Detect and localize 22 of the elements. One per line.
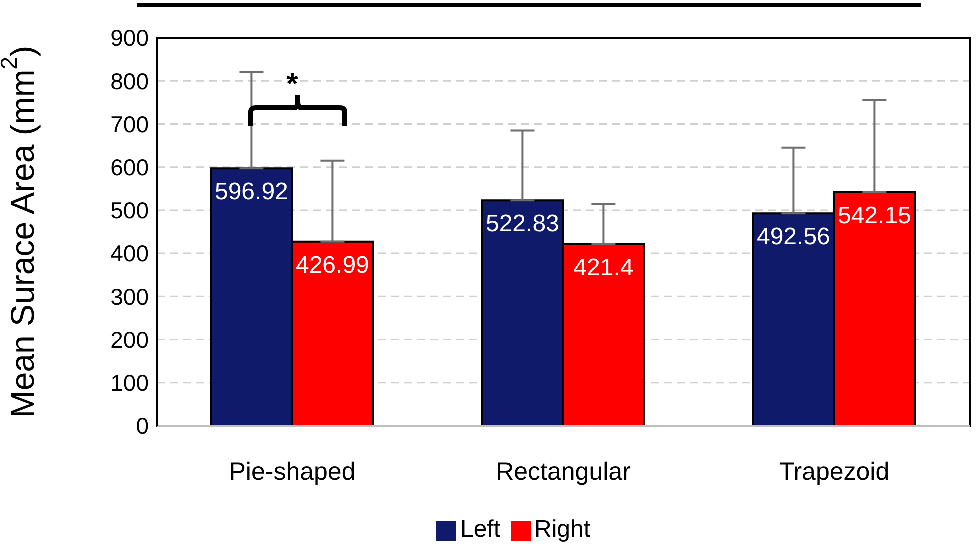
legend-label: Right	[534, 516, 591, 543]
x-tick-label: Trapezoid	[779, 458, 890, 486]
x-tick-label: Pie-shaped	[229, 458, 356, 486]
y-tick-label: 0	[136, 413, 149, 440]
y-tick-label: 600	[110, 154, 149, 180]
data-label: 426.99	[296, 252, 370, 279]
annotation: *	[286, 68, 300, 101]
y-tick-label: 100	[110, 370, 149, 396]
data-label: 492.56	[756, 224, 830, 251]
y-tick-label: 800	[110, 68, 149, 94]
x-tick-label: Rectangular	[496, 458, 631, 486]
y-tick-label: 500	[110, 198, 149, 224]
y-tick-label: 400	[110, 240, 149, 267]
y-tick-label: 900	[110, 25, 149, 52]
legend-label: Left	[460, 516, 500, 543]
data-label: 522.83	[486, 210, 560, 238]
y-tick-label: 700	[110, 111, 149, 138]
y-tick-label: 200	[110, 326, 149, 353]
data-label: 542.15	[838, 202, 912, 230]
data-label: 421.4	[574, 254, 634, 282]
y-tick-label: 300	[110, 284, 149, 310]
data-label: 596.92	[214, 178, 288, 206]
